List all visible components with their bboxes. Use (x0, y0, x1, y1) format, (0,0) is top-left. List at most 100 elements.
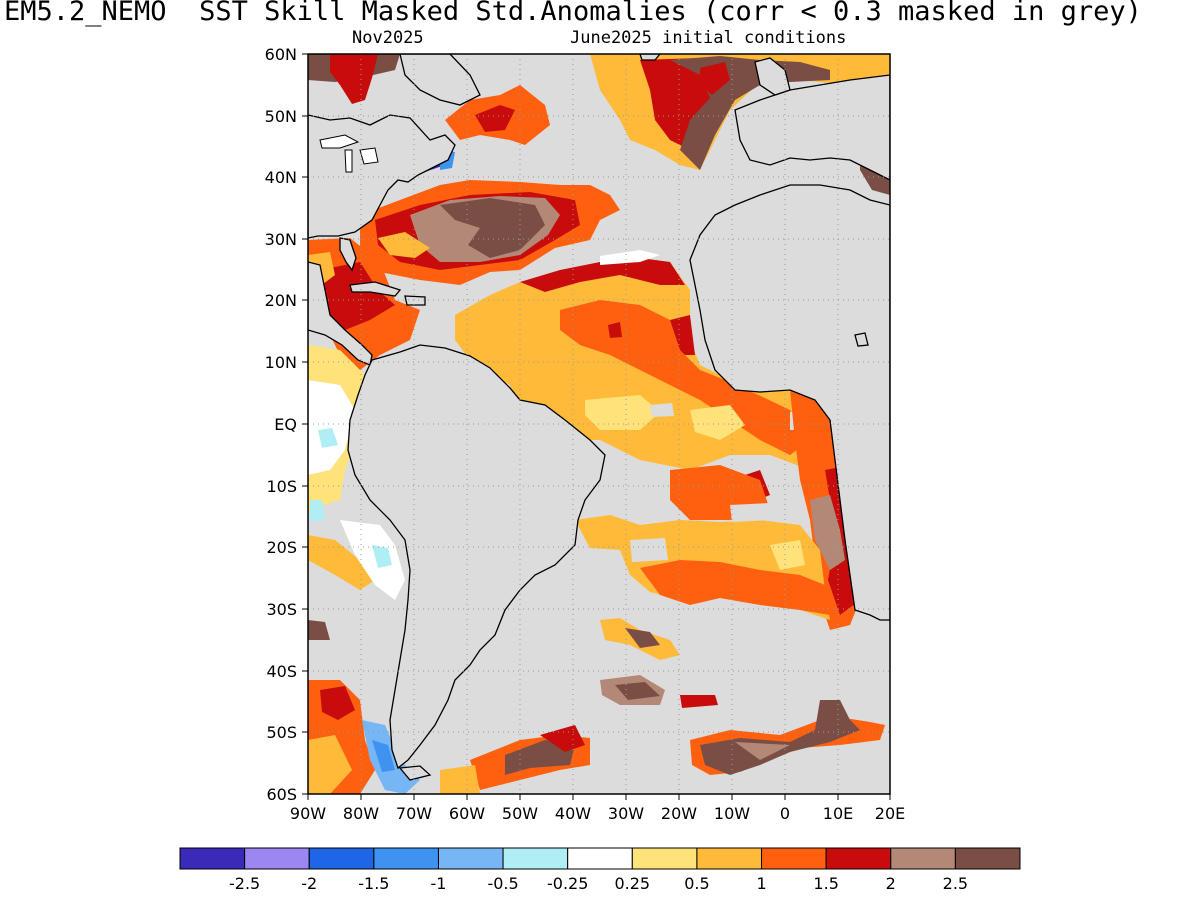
central-america (308, 261, 373, 366)
cuba (349, 281, 402, 297)
anomaly-ne-dark (700, 62, 730, 95)
anomaly-peru-cyan (372, 545, 392, 568)
anomaly-south-atlantic-orange (640, 560, 830, 615)
anomaly-south-atlantic-grey (630, 538, 668, 562)
lon-label: 40W (555, 804, 591, 823)
labrador (399, 54, 481, 106)
lon-label: 70W (396, 804, 432, 823)
great-lakes (319, 134, 379, 173)
colorbar-label: 1 (756, 874, 766, 893)
anomaly-tropical-dark-spot (608, 322, 622, 338)
lat-label: 10S (266, 477, 297, 496)
grid (308, 54, 890, 794)
anomaly-south-atlantic-grey2 (730, 503, 772, 522)
anomaly-patch-44s-dark (615, 682, 660, 700)
lon-label: 50W (502, 804, 538, 823)
anomaly-tropical-grey-spot (650, 403, 674, 417)
lon-label: 90W (290, 804, 326, 823)
anomaly-nw-red (330, 54, 378, 104)
lat-label: 30N (265, 230, 297, 249)
anomaly-tropical-north-orange (560, 300, 810, 455)
anomaly-subtropical-dark (440, 198, 545, 258)
anomaly-peru-orange (308, 535, 375, 590)
colorbar-box (890, 847, 956, 870)
colorbar-label: -1 (430, 874, 446, 893)
lon-label: 0 (780, 804, 790, 823)
anomaly-tropical-north-red (520, 258, 685, 292)
colorbar-label: 2.5 (943, 874, 968, 893)
colorbar-label: -2 (301, 874, 317, 893)
anomaly-sw-red (320, 686, 355, 720)
colorbar-box (308, 847, 375, 870)
axis-ticks (302, 53, 891, 800)
lat-label: 60S (266, 785, 297, 804)
anomaly-east-pacific-cyan2 (310, 500, 325, 522)
colorbar-label: 2 (886, 874, 896, 893)
colorbar-label: -0.5 (487, 874, 518, 893)
lake-huron (359, 147, 379, 165)
anomaly-drake-blue2 (372, 740, 395, 772)
colorbar-frame (179, 847, 1021, 870)
lat-label: 10N (265, 353, 297, 372)
lon-label: 60W (449, 804, 485, 823)
colorbar-box (502, 847, 569, 870)
anomaly-subtropical-orange (378, 232, 430, 258)
hispaniola (404, 295, 426, 306)
anomaly-tropical-north-red2 (670, 315, 695, 355)
lat-label: 40S (266, 662, 297, 681)
lat-label: 20S (266, 538, 297, 557)
anomaly-us-ne-red (475, 105, 515, 132)
anomaly-peru-white (340, 520, 405, 600)
africa (689, 184, 890, 621)
longitude-labels: 90W 80W 70W 60W 50W 40W 30W 20W 10W 0 10… (290, 804, 905, 823)
colorbar-label: -2.5 (229, 874, 260, 893)
anomaly-tropical-north-yellow (585, 395, 660, 430)
lat-label: EQ (274, 415, 297, 434)
madagascar (854, 332, 869, 347)
anomaly-benguela-brown (810, 495, 845, 570)
lake-superior (319, 134, 360, 149)
colorbar-box (567, 847, 633, 870)
colorbar-label: 0.25 (614, 874, 650, 893)
colorbar-box (437, 847, 504, 870)
lon-label: 30W (608, 804, 644, 823)
colorbar-box (825, 847, 892, 870)
lon-label: 80W (343, 804, 379, 823)
colorbar: -2.5 -2 -1.5 -1 -0.5 -0.25 0.25 0.5 1 1.5 2 2.5 (179, 847, 1021, 893)
colorbar-box (179, 847, 246, 870)
florida (339, 237, 357, 272)
colorbar-boxes (179, 847, 1021, 870)
colorbar-label: 1.5 (813, 874, 838, 893)
colorbar-box (631, 847, 698, 870)
latitude-labels: 60N 50N 40N 30N 20N 10N EQ 10S 20S 30S 4… (265, 45, 297, 804)
colorbar-label: -1.5 (358, 874, 389, 893)
tierra-del-fuego (398, 765, 432, 781)
anomaly-southern-east-brown2 (735, 742, 790, 760)
anomaly-sw-orange (308, 735, 352, 794)
lat-label: 50N (265, 107, 297, 126)
colorbar-box (244, 847, 310, 870)
anomaly-patch-35s-brown (625, 628, 660, 648)
colorbar-label: -0.25 (547, 874, 588, 893)
lat-label: 40N (265, 168, 297, 187)
anomaly-white-mid (600, 250, 660, 265)
map-panel (308, 54, 890, 794)
anomaly-southern-mid-brown (505, 740, 575, 775)
colorbar-box (696, 847, 763, 870)
lat-label: 20N (265, 291, 297, 310)
iceland (639, 54, 661, 61)
europe (734, 74, 890, 181)
lake-michigan (344, 149, 353, 173)
colorbar-box (761, 847, 827, 870)
south-america (347, 344, 606, 770)
lat-label: 30S (266, 600, 297, 619)
british-isles (754, 57, 791, 96)
anomaly-patch-46s (680, 695, 718, 708)
anomaly-patagonia-orange (440, 765, 480, 794)
lat-label: 60N (265, 45, 297, 64)
colorbar-labels: -2.5 -2 -1.5 -1 -0.5 -0.25 0.25 0.5 1 1.5 2 2.5 (229, 874, 968, 893)
anomaly-southern-east-brown (700, 700, 860, 775)
colorbar-box (373, 847, 439, 870)
initial-conditions-label: June2025 initial conditions (570, 28, 847, 48)
anomaly-sw-brown-patch (308, 620, 330, 640)
